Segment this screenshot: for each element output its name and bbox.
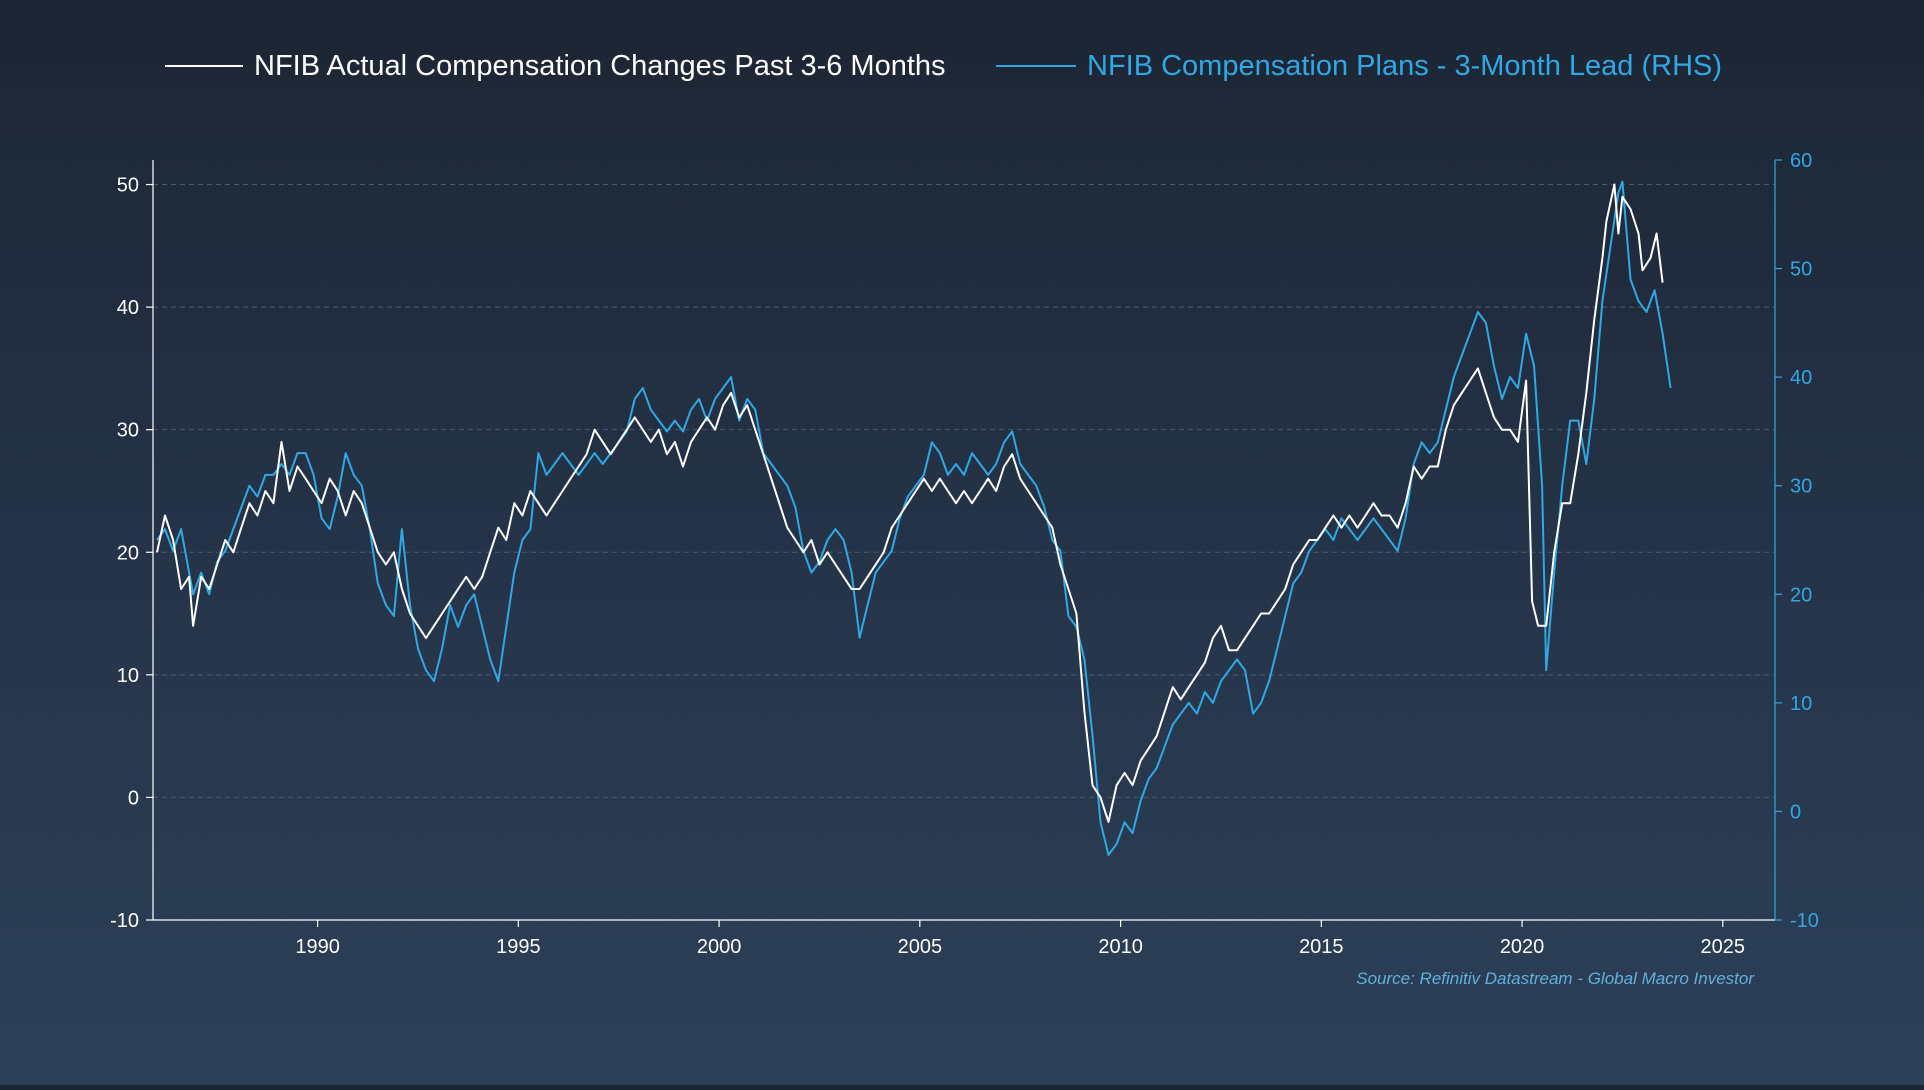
x-tick-label: 2025: [1701, 936, 1746, 958]
left-tick-label: 20: [117, 542, 139, 564]
right-tick-label: 40: [1790, 367, 1812, 389]
left-tick-label: 40: [117, 297, 139, 319]
x-tick-label: 2010: [1098, 936, 1143, 958]
x-tick-label: 2015: [1299, 936, 1344, 958]
x-tick-label: 1990: [295, 936, 340, 958]
right-tick-label: 20: [1790, 584, 1812, 606]
left-tick-label: 10: [117, 665, 139, 687]
right-tick-label: 50: [1790, 259, 1812, 281]
x-tick-label: 2000: [697, 936, 742, 958]
left-tick-label: 50: [117, 175, 139, 197]
series-line-actual-compensation: [156, 183, 1664, 823]
legend-label-plans: NFIB Compensation Plans - 3-Month Lead (…: [1087, 50, 1722, 82]
legend: NFIB Actual Compensation Changes Past 3-…: [165, 50, 1722, 82]
legend-label-actual: NFIB Actual Compensation Changes Past 3-…: [254, 50, 946, 82]
x-tick-label: 2020: [1500, 936, 1545, 958]
right-tick-label: -10: [1790, 910, 1819, 932]
source-note: Source: Refinitiv Datastream - Global Ma…: [1356, 969, 1755, 988]
x-tick-label: 1995: [496, 936, 541, 958]
left-tick-label: 0: [128, 787, 139, 809]
axes: -10 0 10 20 30 40 50 -10 0 10 20 30 40 50 60 1990 1995 20…: [110, 150, 1819, 958]
right-tick-label: 60: [1790, 150, 1812, 172]
right-tick-label: 30: [1790, 476, 1812, 498]
series-line-compensation-plans: [156, 180, 1672, 856]
right-tick-label: 10: [1790, 693, 1812, 715]
series-layer: [156, 180, 1672, 856]
x-tick-label: 2005: [898, 936, 943, 958]
left-tick-label: 30: [117, 420, 139, 442]
left-tick-label: -10: [110, 910, 139, 932]
gridlines: [153, 184, 1775, 798]
right-tick-label: 0: [1790, 801, 1801, 823]
